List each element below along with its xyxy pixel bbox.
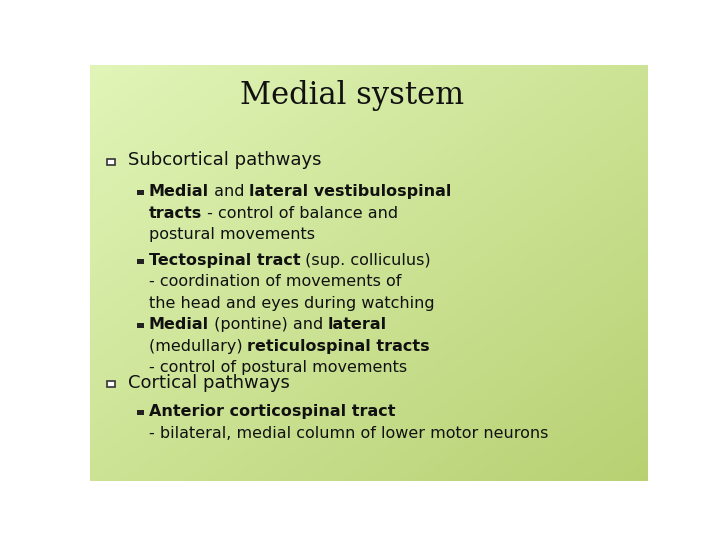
Text: Medial: Medial: [148, 184, 209, 199]
Bar: [138, 323, 144, 328]
Text: tracts: tracts: [148, 206, 202, 221]
Text: Tectospinal tract: Tectospinal tract: [148, 253, 300, 268]
Text: Medial system: Medial system: [240, 80, 464, 111]
Text: lateral vestibulospinal: lateral vestibulospinal: [249, 184, 451, 199]
Text: - coordination of movements of: - coordination of movements of: [148, 274, 401, 289]
Text: (medullary): (medullary): [148, 339, 248, 354]
Text: lateral: lateral: [328, 317, 387, 332]
Text: - control of balance and: - control of balance and: [202, 206, 398, 221]
Text: (sup. colliculus): (sup. colliculus): [300, 253, 431, 268]
Text: - control of postural movements: - control of postural movements: [148, 360, 407, 375]
Text: Medial: Medial: [148, 317, 209, 332]
Text: and: and: [209, 184, 249, 199]
Bar: [138, 259, 144, 264]
Text: Subcortical pathways: Subcortical pathways: [128, 151, 321, 170]
Text: Anterior corticospinal tract: Anterior corticospinal tract: [148, 404, 395, 420]
Bar: [107, 159, 115, 165]
Bar: [138, 410, 144, 415]
Bar: [107, 381, 115, 388]
Text: postural movements: postural movements: [148, 227, 315, 242]
Text: (pontine) and: (pontine) and: [209, 317, 328, 332]
Text: Cortical pathways: Cortical pathways: [128, 374, 290, 392]
Text: reticulospinal tracts: reticulospinal tracts: [248, 339, 430, 354]
Text: - bilateral, medial column of lower motor neurons: - bilateral, medial column of lower moto…: [148, 426, 548, 441]
Bar: [138, 190, 144, 195]
Text: the head and eyes during watching: the head and eyes during watching: [148, 296, 434, 311]
